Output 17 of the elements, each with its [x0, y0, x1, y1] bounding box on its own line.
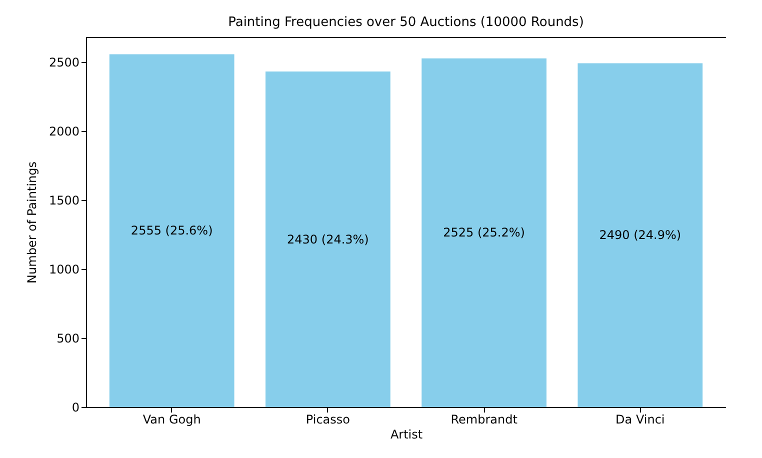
- x-tick-label: Picasso: [306, 412, 350, 426]
- y-tick-label: 2000: [48, 124, 80, 138]
- y-tick-label: 1000: [48, 262, 80, 276]
- y-tick-label: 0: [72, 400, 80, 414]
- x-tick-label: Rembrandt: [450, 412, 518, 426]
- chart-title: Painting Frequencies over 50 Auctions (10000 Rounds): [228, 15, 584, 30]
- y-tick-label: 2500: [48, 55, 80, 70]
- y-axis-title: Number of Paintings: [24, 162, 39, 284]
- y-tick-label: 500: [56, 331, 80, 346]
- x-axis-title: Artist: [390, 428, 423, 442]
- y-tick-label: 1500: [48, 193, 80, 208]
- data-label: 2555 (25.6%): [130, 224, 213, 238]
- data-label: 2525 (25.2%): [443, 226, 525, 240]
- data-label: 2430 (24.3%): [287, 232, 369, 246]
- x-tick-label: Van Gogh: [142, 412, 201, 426]
- data-label: 2490 (24.9%): [599, 228, 682, 242]
- x-tick-label: Da Vinci: [616, 412, 665, 426]
